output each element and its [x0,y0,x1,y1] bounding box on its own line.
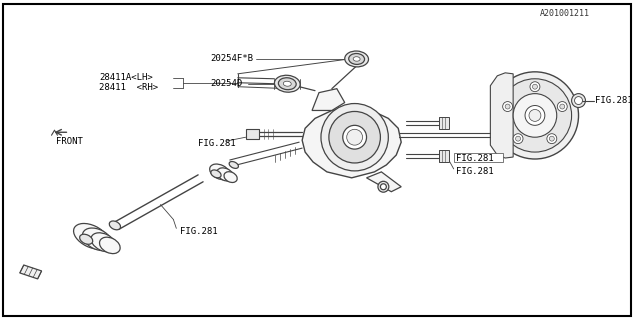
Circle shape [530,82,540,92]
Text: FIG.281: FIG.281 [180,227,218,236]
Circle shape [502,101,513,111]
Bar [246,129,259,139]
Circle shape [532,84,538,89]
Circle shape [549,136,554,141]
Polygon shape [312,89,345,110]
Ellipse shape [109,221,120,230]
Circle shape [343,125,367,149]
Polygon shape [302,108,401,178]
Text: FIG.281: FIG.281 [595,96,633,105]
Text: FIG.281: FIG.281 [456,167,493,176]
Ellipse shape [345,51,369,67]
Circle shape [557,101,567,111]
Ellipse shape [74,223,109,249]
Circle shape [329,111,380,163]
Ellipse shape [284,81,291,86]
Ellipse shape [353,57,360,61]
Text: 20254D: 20254D [210,79,243,88]
Circle shape [380,184,387,190]
Circle shape [529,109,541,121]
Ellipse shape [224,172,237,182]
Circle shape [347,129,363,145]
Circle shape [572,94,586,108]
Bar [439,150,449,162]
Polygon shape [20,265,42,279]
Polygon shape [490,73,513,158]
Text: 28411  <RH>: 28411 <RH> [99,83,158,92]
Ellipse shape [91,233,116,252]
Text: FRONT: FRONT [56,137,83,146]
Circle shape [575,97,582,105]
Text: A201001211: A201001211 [540,9,590,18]
Text: 20254F*B: 20254F*B [210,54,253,63]
Ellipse shape [211,170,221,178]
Ellipse shape [210,164,230,180]
Bar [454,153,503,162]
Ellipse shape [278,78,296,90]
Text: FIG.281: FIG.281 [456,154,493,163]
Circle shape [321,104,388,171]
Text: FIG.281: FIG.281 [198,139,236,148]
Ellipse shape [83,228,112,251]
Circle shape [499,79,572,152]
Circle shape [513,134,523,144]
Ellipse shape [79,234,93,244]
Circle shape [560,104,564,109]
Ellipse shape [275,75,300,92]
Ellipse shape [229,162,239,168]
Circle shape [516,136,520,141]
Ellipse shape [349,53,365,64]
Circle shape [378,181,389,192]
Circle shape [547,134,557,144]
Text: 28411A<LH>: 28411A<LH> [99,73,153,82]
Circle shape [492,72,579,159]
Circle shape [505,104,510,109]
Bar [439,117,449,129]
Circle shape [513,94,557,137]
Circle shape [525,106,545,125]
Ellipse shape [99,237,120,254]
Ellipse shape [217,168,234,181]
Polygon shape [367,172,401,192]
